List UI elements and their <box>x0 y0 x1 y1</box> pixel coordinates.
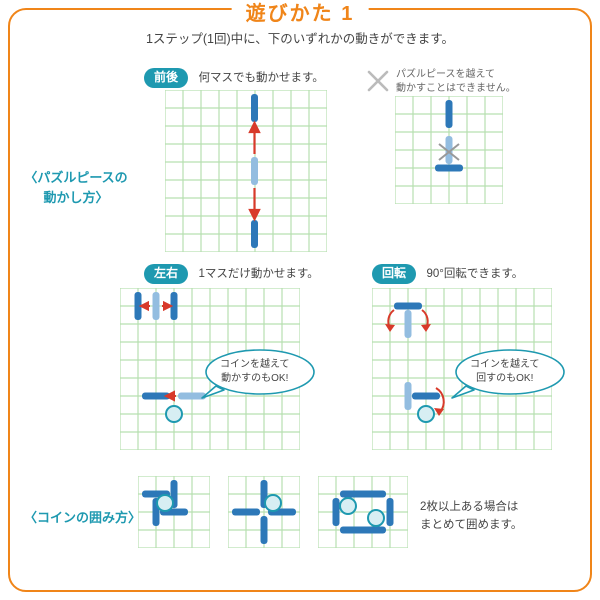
intro-text: 1ステップ(1回)中に、下のいずれかの動きができます。 <box>20 28 580 47</box>
caption-surround: 2枚以上ある場合は まとめて囲めます。 <box>420 498 522 535</box>
content-area: 1ステップ(1回)中に、下のいずれかの動きができます。 〈パズルピースの 動かし… <box>20 28 580 592</box>
surround-1 <box>138 476 210 548</box>
pill-rot: 回転 <box>372 264 416 284</box>
pill-lr-wrap: 左右 1マスだけ動かせます。 <box>144 264 319 284</box>
caption-no-cross: パズルピースを越えて 動かすことはできません。 <box>396 68 516 96</box>
caption-lr: 1マスだけ動かせます。 <box>198 268 318 280</box>
pill-fb-wrap: 前後 何マスでも動かせます。 <box>144 68 324 88</box>
pill-rot-wrap: 回転 90°回転できます。 <box>372 264 523 284</box>
surround-2 <box>228 476 300 548</box>
pill-fb: 前後 <box>144 68 188 88</box>
bubble-lr-text: コインを越えて 動かすのもOK! <box>220 358 290 386</box>
caption-fb: 何マスでも動かせます。 <box>198 72 323 84</box>
surround-3 <box>318 476 408 548</box>
main-frame: 遊びかた 1 1ステップ(1回)中に、下のいずれかの動きができます。 〈パズルピ… <box>8 8 592 592</box>
caption-rot: 90°回転できます。 <box>426 268 523 280</box>
pill-lr: 左右 <box>144 264 188 284</box>
page-title: 遊びかた 1 <box>232 0 369 26</box>
grid-fb <box>165 90 327 252</box>
section2-label: 〈コインの囲み方〉 <box>24 508 141 528</box>
section1-label: 〈パズルピースの 動かし方〉 <box>16 168 136 207</box>
bubble-rot-text: コインを越えて 回すのもOK! <box>470 358 540 386</box>
grid-no-cross <box>395 96 503 204</box>
x-icon <box>365 68 391 94</box>
